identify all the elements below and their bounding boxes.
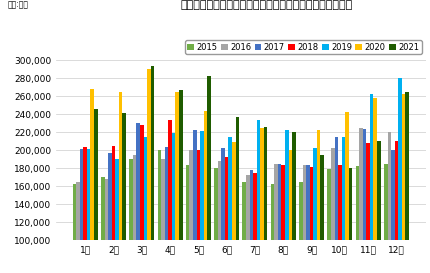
Bar	[232, 142, 236, 273]
Bar	[356, 166, 359, 273]
Bar	[313, 148, 317, 273]
Bar	[108, 153, 112, 273]
Bar	[112, 146, 115, 273]
Bar	[327, 169, 331, 273]
Bar	[402, 94, 405, 273]
Bar	[115, 159, 119, 273]
Bar	[395, 141, 398, 273]
Bar	[123, 113, 126, 273]
Bar	[94, 109, 98, 273]
Bar	[292, 132, 296, 273]
Bar	[179, 90, 182, 273]
Bar	[204, 111, 207, 273]
Bar	[101, 177, 104, 273]
Bar	[264, 127, 267, 273]
Bar	[335, 136, 338, 273]
Bar	[172, 133, 175, 273]
Bar	[285, 130, 289, 273]
Bar	[306, 165, 310, 273]
Bar	[129, 159, 133, 273]
Bar	[133, 155, 136, 273]
Bar	[147, 69, 150, 273]
Bar	[90, 89, 94, 273]
Bar	[289, 150, 292, 273]
Bar	[274, 164, 278, 273]
Bar	[310, 167, 313, 273]
Bar	[175, 91, 179, 273]
Bar	[271, 184, 274, 273]
Bar	[338, 165, 341, 273]
Bar	[257, 120, 260, 273]
Bar	[87, 149, 90, 273]
Text: 米国産豚肉（バラエティミート含む）の月別輸出量の推移: 米国産豚肉（バラエティミート含む）の月別輸出量の推移	[181, 0, 353, 10]
Bar	[377, 141, 381, 273]
Bar	[398, 78, 402, 273]
Bar	[384, 164, 387, 273]
Bar	[228, 136, 232, 273]
Bar	[345, 112, 349, 273]
Bar	[221, 148, 225, 273]
Bar	[249, 170, 253, 273]
Bar	[374, 98, 377, 273]
Bar	[260, 127, 264, 273]
Bar	[197, 150, 200, 273]
Bar	[200, 131, 204, 273]
Bar	[405, 91, 409, 273]
Bar	[236, 117, 239, 273]
Text: 単位:トン: 単位:トン	[8, 1, 29, 10]
Bar	[359, 127, 363, 273]
Bar	[363, 129, 366, 273]
Bar	[165, 147, 168, 273]
Bar	[303, 165, 306, 273]
Bar	[341, 136, 345, 273]
Bar	[140, 125, 144, 273]
Bar	[370, 94, 374, 273]
Bar	[119, 91, 123, 273]
Bar	[366, 143, 370, 273]
Bar	[391, 150, 395, 273]
Bar	[136, 123, 140, 273]
Bar	[246, 175, 249, 273]
Bar	[83, 147, 87, 273]
Bar	[161, 159, 165, 273]
Bar	[243, 182, 246, 273]
Bar	[104, 179, 108, 273]
Bar	[320, 155, 324, 273]
Bar	[225, 157, 228, 273]
Bar	[168, 120, 172, 273]
Bar	[282, 165, 285, 273]
Bar	[150, 66, 154, 273]
Bar	[218, 161, 221, 273]
Bar	[80, 149, 83, 273]
Bar	[317, 130, 320, 273]
Bar	[214, 168, 218, 273]
Bar	[76, 182, 80, 273]
Bar	[387, 132, 391, 273]
Bar	[331, 148, 335, 273]
Bar	[186, 165, 190, 273]
Bar	[158, 150, 161, 273]
Bar	[349, 168, 352, 273]
Bar	[144, 136, 147, 273]
Bar	[253, 173, 257, 273]
Bar	[193, 130, 197, 273]
Bar	[73, 184, 76, 273]
Bar	[299, 182, 303, 273]
Legend: 2015, 2016, 2017, 2018, 2019, 2020, 2021: 2015, 2016, 2017, 2018, 2019, 2020, 2021	[185, 40, 421, 54]
Bar	[278, 164, 282, 273]
Bar	[190, 150, 193, 273]
Bar	[207, 76, 211, 273]
